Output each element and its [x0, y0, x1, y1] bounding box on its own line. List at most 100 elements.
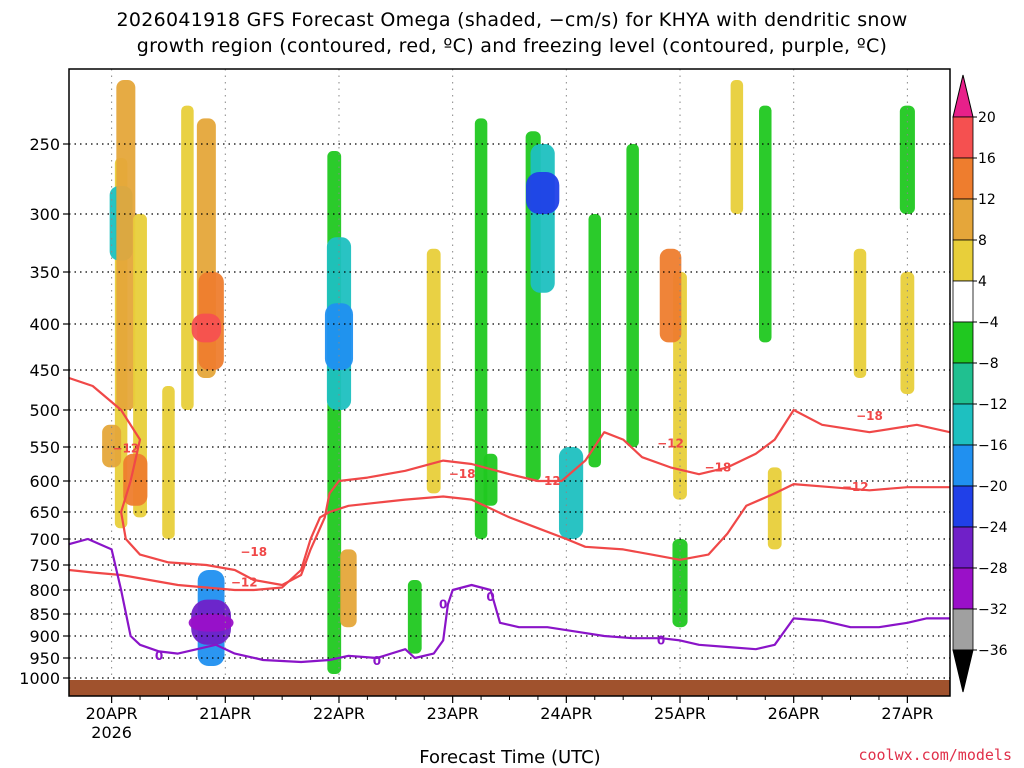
colorbar-swatch [952, 280, 974, 323]
gridlines [69, 69, 950, 696]
omega-cell [767, 467, 782, 550]
x-tick-label: 23APR [427, 704, 479, 723]
x-axis-label: Forecast Time (UTC) [419, 747, 600, 768]
y-tick-label: 350 [29, 263, 60, 282]
colorbar-label: −12 [978, 397, 1008, 413]
x-tick-label: 25APR [654, 704, 706, 723]
colorbar-swatch [952, 362, 974, 405]
contour-label: 0 [373, 654, 381, 668]
freezing-level-contour [69, 537, 950, 664]
terrain-ground [69, 680, 950, 696]
y-tick-label: 700 [29, 530, 60, 549]
colorbar-label: −24 [978, 520, 1008, 536]
contour-layer [69, 376, 950, 664]
omega-cell [123, 453, 148, 506]
omega-cell [759, 105, 772, 343]
colorbar-swatch [952, 157, 974, 200]
colorbar-label: 16 [978, 151, 996, 167]
source-credit: coolwx.com/models [858, 746, 1012, 764]
omega-cell [407, 580, 422, 654]
y-tick-label: 800 [29, 581, 60, 600]
contour-label: 0 [439, 597, 447, 611]
contour-label: 0 [155, 649, 163, 663]
y-tick-label: 750 [29, 556, 60, 575]
y-tick-label: 900 [29, 627, 60, 646]
contour-label: −12 [112, 441, 139, 455]
omega-cell [899, 105, 915, 214]
y-tick-label: 450 [29, 361, 60, 380]
x-tick-sublabel: 2026 [91, 723, 132, 742]
omega-cell [730, 80, 744, 214]
colorbar-bottom-arrow [952, 649, 974, 693]
dgz-bottom-minus12-contour [69, 483, 950, 592]
colorbar-swatch [952, 198, 974, 241]
colorbar-swatch [952, 444, 974, 487]
omega-cell [526, 172, 560, 214]
y-tick-label: 950 [29, 649, 60, 668]
contour-label: 0 [486, 590, 494, 604]
colorbar-label: −8 [978, 356, 999, 372]
colorbar-swatch [952, 321, 974, 364]
colorbar-swatch [952, 485, 974, 528]
colorbar-label: −16 [978, 438, 1008, 454]
colorbar-label: −32 [978, 602, 1008, 618]
x-tick-label: 26APR [768, 704, 820, 723]
omega-cell [530, 144, 555, 293]
contour-label: −18 [449, 467, 476, 481]
y-tick-label: 650 [29, 503, 60, 522]
colorbar-label: 8 [978, 233, 987, 249]
y-tick-label: 250 [29, 135, 60, 154]
colorbar-swatch [952, 239, 974, 282]
omega-cell [340, 549, 357, 628]
omega-cell [483, 453, 498, 506]
colorbar-label: −4 [978, 315, 999, 331]
contour-label: −12 [842, 480, 869, 494]
omega-cell [474, 118, 488, 540]
y-tick-label: 400 [29, 315, 60, 334]
colorbar-label: 12 [978, 192, 996, 208]
omega-cell [116, 80, 136, 410]
contour-label: −12 [534, 474, 561, 488]
colorbar-label: 20 [978, 110, 996, 126]
omega-cell [626, 144, 639, 447]
omega-cell [853, 248, 867, 378]
contour-label: −18 [705, 460, 732, 474]
omega-cell [659, 248, 682, 343]
colorbar-swatch [952, 116, 974, 159]
omega-shading-layer [102, 80, 915, 674]
y-tick-label: 600 [29, 472, 60, 491]
omega-cell [588, 214, 602, 468]
y-tick-label: 500 [29, 401, 60, 420]
chart-title-line1: 2026041918 GFS Forecast Omega (shaded, −… [116, 9, 907, 31]
x-tick-label: 22APR [313, 704, 365, 723]
colorbar-swatch [952, 567, 974, 610]
colorbar-swatch [952, 608, 974, 651]
colorbar-swatch [952, 526, 974, 569]
omega-cell [188, 614, 234, 632]
y-tick-label: 850 [29, 605, 60, 624]
contour-label: −12 [657, 436, 684, 450]
y-tick-label: 1000 [19, 669, 60, 688]
colorbar-label: −28 [978, 561, 1008, 577]
contour-label: 0 [657, 633, 665, 647]
contour-label: −12 [231, 576, 258, 590]
y-axis: 250 300 350 400 450 500 550 600 650 700 750 800 850 9… [19, 135, 69, 688]
x-tick-label: 24APR [540, 704, 592, 723]
omega-cell [133, 214, 147, 518]
colorbar-label: −20 [978, 479, 1008, 495]
omega-cell [181, 105, 194, 410]
contour-label-layer: −12 −18 −12 −18 −12 −12 −18 −18 −12 0 0 0 0 0 [112, 409, 882, 668]
y-tick-label: 550 [29, 438, 60, 457]
x-tick-label: 27APR [881, 704, 933, 723]
omega-cell [191, 313, 222, 343]
x-tick-label: 21APR [199, 704, 251, 723]
omega-cell [426, 248, 441, 494]
omega-cell [900, 272, 915, 394]
omega-cell [162, 386, 175, 539]
contour-label: −18 [856, 409, 883, 423]
contour-label: −18 [240, 545, 267, 559]
colorbar: 20 16 12 8 4 −4 −8 −12 −16 −20 −24 −28 −32 −36 [952, 74, 1008, 693]
colorbar-top-arrow [952, 74, 974, 118]
